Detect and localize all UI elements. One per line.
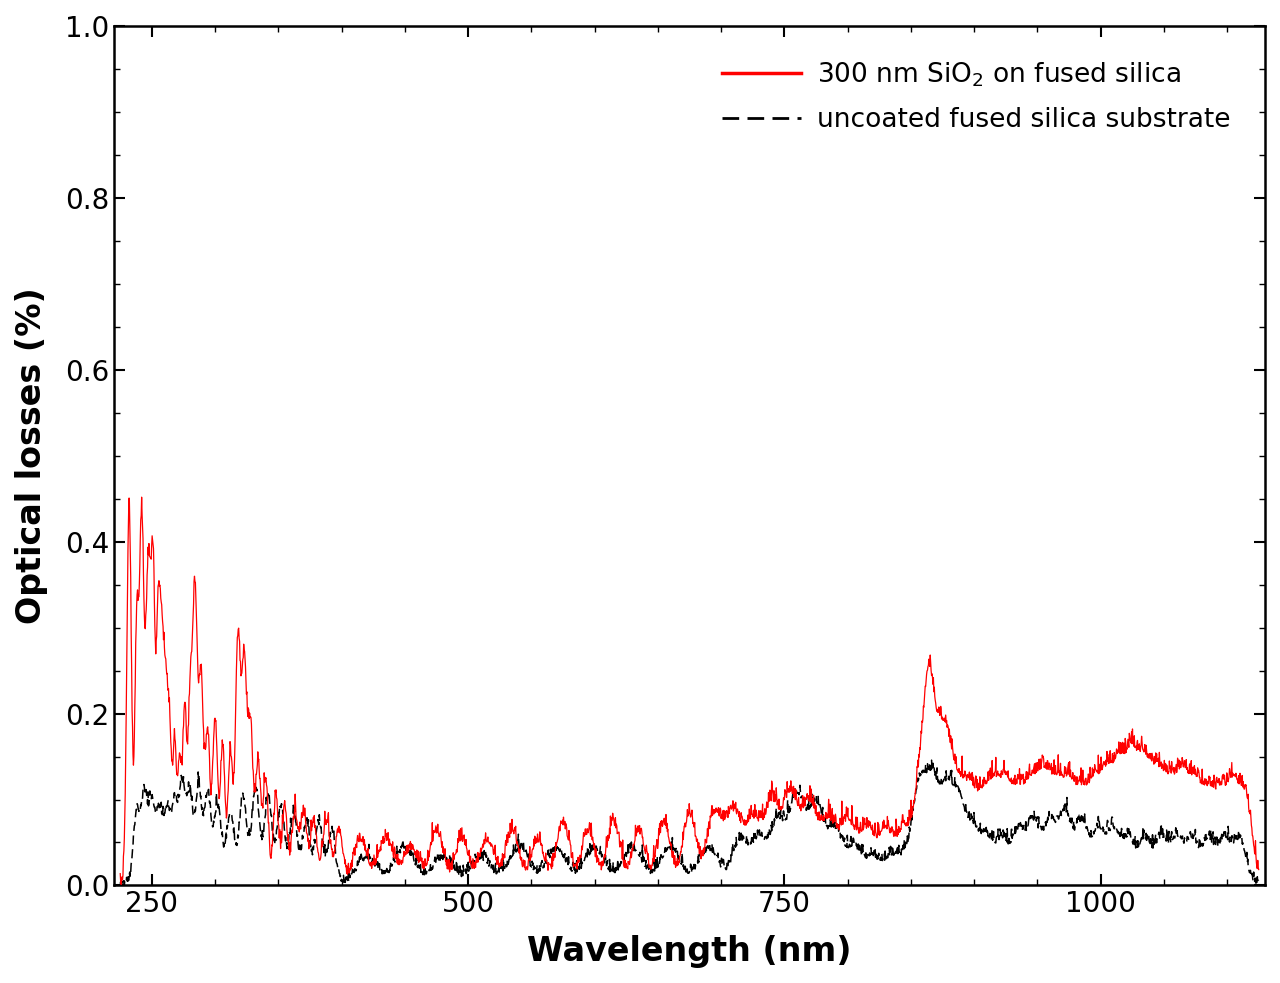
- Y-axis label: Optical losses (%): Optical losses (%): [15, 287, 49, 624]
- X-axis label: Wavelength (nm): Wavelength (nm): [527, 935, 851, 968]
- Legend: 300 nm SiO$_2$ on fused silica, uncoated fused silica substrate: 300 nm SiO$_2$ on fused silica, uncoated…: [701, 39, 1252, 154]
